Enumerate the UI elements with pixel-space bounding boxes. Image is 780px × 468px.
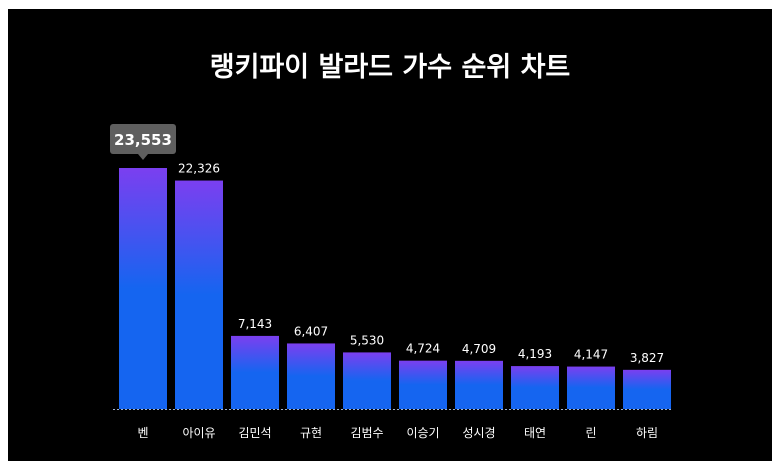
value-tooltip (110, 124, 176, 154)
bar-1[interactable] (119, 168, 167, 409)
category-label-1: 벤 (137, 426, 148, 440)
tooltip-pointer (138, 154, 148, 160)
value-label-9: 4,147 (574, 348, 608, 362)
bar-10[interactable] (623, 369, 671, 409)
category-label-5: 김범수 (350, 426, 383, 440)
category-label-10: 하림 (636, 426, 658, 440)
chart-title: 랭키파이 발라드 가수 순위 차트 (209, 52, 571, 83)
bar-8[interactable] (511, 366, 559, 409)
bar-9[interactable] (567, 366, 615, 409)
bar-7[interactable] (455, 360, 503, 409)
category-label-7: 성시경 (462, 426, 495, 440)
labels-group: 23,553 벤 22,326 아이유 7,143 김민석 6,407 규현 5,530 김범수 4… (110, 124, 664, 440)
category-label-8: 태연 (524, 426, 546, 440)
category-label-9: 린 (585, 426, 596, 440)
value-label-7: 4,709 (462, 342, 496, 356)
value-label-1: 23,553 (114, 131, 172, 149)
bar-3[interactable] (231, 335, 279, 409)
category-label-4: 규현 (300, 426, 322, 440)
value-label-10: 3,827 (630, 351, 664, 365)
value-label-6: 4,724 (406, 342, 440, 356)
category-label-3: 김민석 (238, 426, 271, 440)
bar-2[interactable] (175, 180, 223, 409)
value-label-5: 5,530 (350, 333, 384, 347)
bars-group (119, 168, 671, 409)
value-label-8: 4,193 (518, 347, 552, 361)
bar-6[interactable] (399, 360, 447, 409)
value-label-3: 7,143 (238, 317, 272, 331)
value-label-2: 22,326 (178, 162, 220, 176)
bar-5[interactable] (343, 352, 391, 409)
category-label-2: 아이유 (182, 426, 215, 440)
category-label-6: 이승기 (406, 426, 439, 440)
value-label-4: 6,407 (294, 324, 328, 338)
bar-4[interactable] (287, 343, 335, 409)
